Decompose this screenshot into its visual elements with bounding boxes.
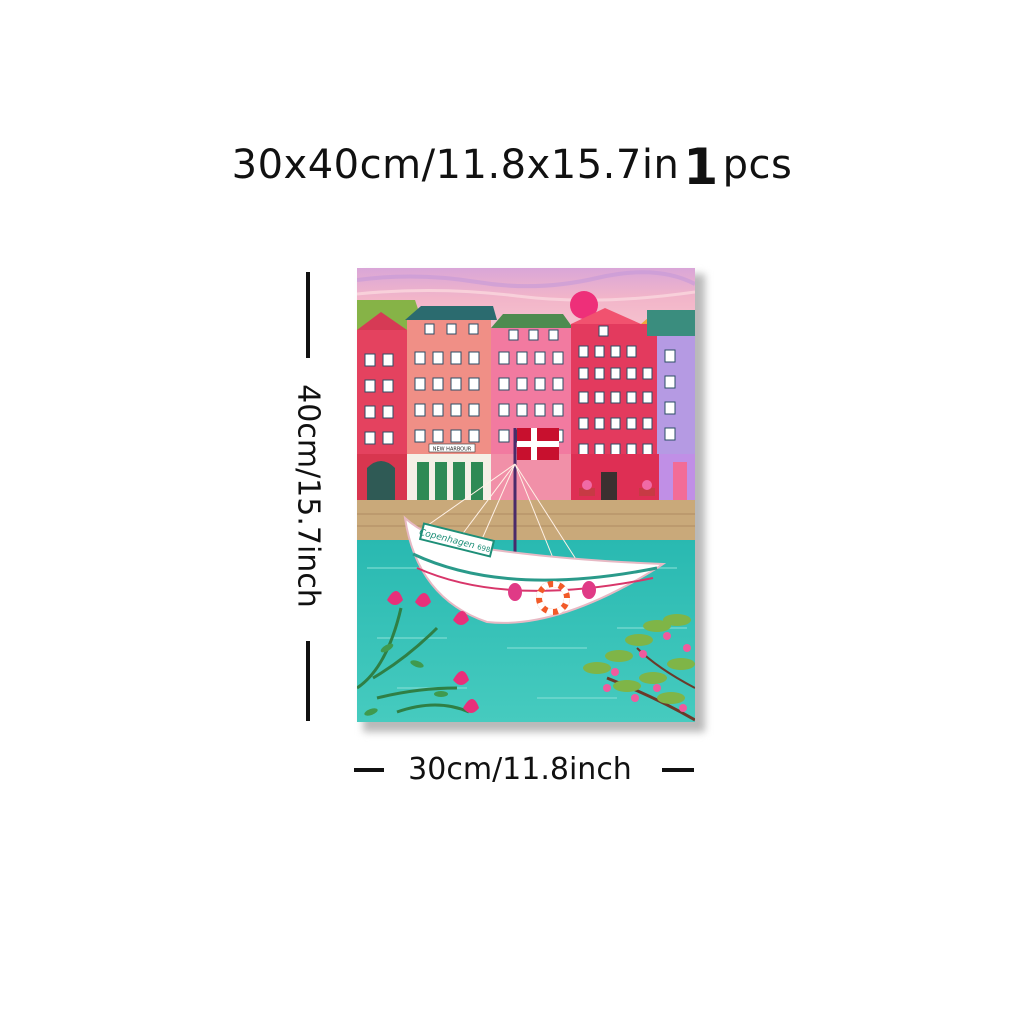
width-dimension-label: 30cm/11.8inch bbox=[408, 752, 632, 787]
width-dimension-line-left bbox=[354, 768, 384, 772]
shop-sign: NEW HARBOUR bbox=[433, 447, 472, 453]
width-dimension-line-right bbox=[662, 768, 694, 772]
size-text: 30x40cm/11.8x15.7in bbox=[231, 142, 680, 188]
sun bbox=[570, 291, 598, 319]
quantity-number: 1 bbox=[683, 138, 719, 196]
boat-number: 698 bbox=[476, 543, 491, 554]
canvas-print: NEW HARBOUR Copen bbox=[357, 268, 705, 732]
product-size-title: 30x40cm/11.8x15.7in1 pcs bbox=[0, 138, 1024, 196]
quantity-unit: pcs bbox=[722, 142, 793, 188]
blossom-tree-right bbox=[583, 614, 695, 722]
height-dimension-text: 40cm/15.7inch bbox=[290, 384, 326, 608]
flower-branch-left bbox=[357, 607, 470, 714]
height-dimension-line-bottom bbox=[306, 641, 310, 721]
height-dimension-line-top bbox=[306, 272, 310, 358]
painting-canvas-image: NEW HARBOUR Copen bbox=[357, 268, 695, 722]
